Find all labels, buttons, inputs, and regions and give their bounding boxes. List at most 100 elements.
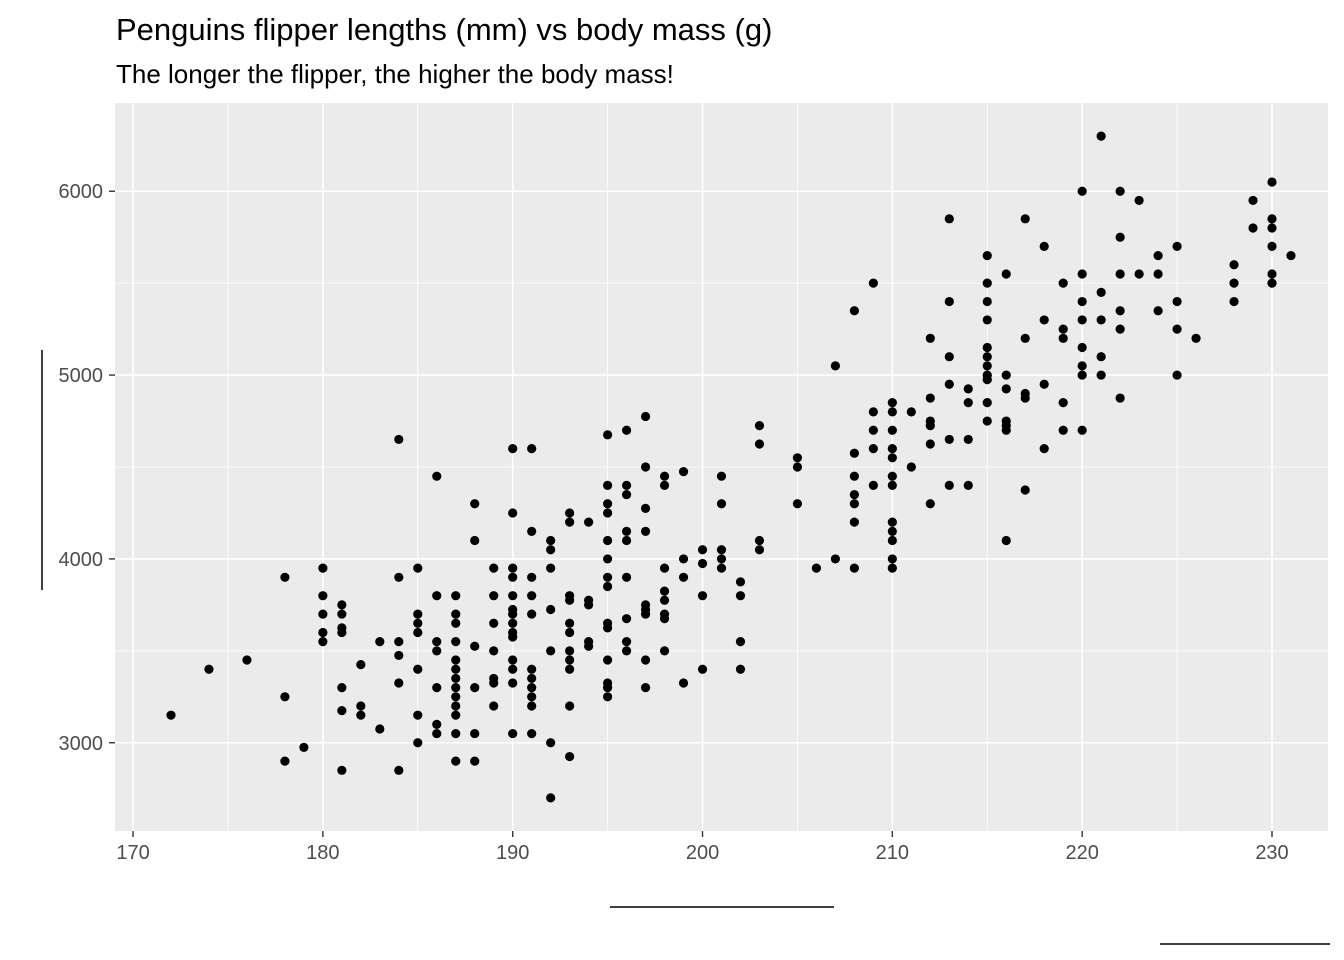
data-point bbox=[925, 439, 935, 449]
data-point bbox=[1020, 214, 1030, 224]
x-tick-label: 180 bbox=[306, 842, 339, 864]
data-point bbox=[963, 384, 973, 394]
data-point bbox=[640, 503, 651, 513]
data-point bbox=[508, 609, 518, 619]
data-point bbox=[640, 526, 651, 536]
data-point bbox=[1096, 370, 1106, 380]
data-point bbox=[640, 411, 651, 422]
data-point bbox=[508, 508, 518, 518]
data-point bbox=[603, 554, 613, 564]
data-point bbox=[337, 683, 347, 693]
data-point bbox=[621, 526, 632, 536]
data-point bbox=[489, 563, 499, 573]
data-point bbox=[489, 678, 499, 688]
data-point bbox=[1039, 444, 1049, 454]
data-point bbox=[375, 637, 385, 647]
data-point bbox=[887, 554, 897, 564]
data-point bbox=[868, 407, 878, 417]
data-point bbox=[887, 471, 897, 481]
data-point bbox=[508, 664, 518, 674]
data-point bbox=[1115, 186, 1125, 196]
data-point bbox=[1058, 333, 1068, 343]
data-point bbox=[508, 591, 518, 601]
data-point bbox=[982, 416, 992, 426]
data-point bbox=[280, 756, 290, 766]
data-point bbox=[1267, 269, 1277, 279]
data-point bbox=[925, 499, 935, 509]
data-point bbox=[489, 591, 499, 601]
data-point bbox=[470, 683, 480, 693]
data-points bbox=[166, 131, 1296, 803]
data-point bbox=[280, 692, 290, 702]
data-point bbox=[678, 466, 689, 477]
data-point bbox=[565, 646, 575, 656]
data-point bbox=[1077, 342, 1087, 353]
data-point bbox=[451, 591, 461, 601]
data-point bbox=[1134, 269, 1144, 279]
data-point bbox=[716, 499, 727, 509]
data-point bbox=[413, 609, 423, 619]
data-point bbox=[432, 471, 442, 481]
data-point bbox=[527, 572, 537, 582]
data-point bbox=[849, 517, 859, 527]
data-point bbox=[944, 352, 954, 362]
data-point bbox=[337, 705, 347, 716]
data-point bbox=[1020, 393, 1030, 403]
data-point bbox=[887, 453, 897, 463]
data-point bbox=[887, 563, 897, 573]
data-point bbox=[470, 535, 480, 546]
data-point bbox=[659, 595, 670, 605]
data-point bbox=[925, 421, 935, 431]
data-point bbox=[716, 545, 727, 555]
data-point bbox=[242, 655, 252, 665]
data-point bbox=[1172, 370, 1182, 380]
data-point bbox=[982, 250, 992, 261]
data-point bbox=[584, 517, 594, 527]
data-point bbox=[413, 618, 423, 628]
data-point bbox=[811, 563, 822, 573]
data-point bbox=[508, 618, 518, 628]
data-point bbox=[432, 646, 442, 656]
data-point bbox=[621, 535, 632, 546]
data-point bbox=[451, 618, 461, 628]
data-point bbox=[603, 655, 613, 665]
data-point bbox=[868, 480, 878, 490]
data-point bbox=[603, 623, 613, 633]
data-point bbox=[508, 632, 518, 642]
data-point bbox=[470, 756, 480, 766]
data-point bbox=[527, 701, 537, 711]
data-point bbox=[565, 655, 575, 665]
data-point bbox=[394, 650, 404, 661]
data-point bbox=[432, 719, 442, 729]
data-point bbox=[1134, 195, 1144, 206]
data-point bbox=[508, 655, 518, 665]
data-point bbox=[603, 508, 613, 518]
data-point bbox=[868, 278, 878, 288]
data-point bbox=[640, 462, 651, 472]
data-point bbox=[451, 664, 461, 674]
data-point bbox=[982, 375, 992, 385]
data-point bbox=[1153, 269, 1163, 279]
data-point bbox=[1172, 241, 1182, 251]
data-point bbox=[887, 526, 897, 536]
data-point bbox=[318, 563, 328, 573]
data-point bbox=[1058, 398, 1068, 408]
data-point bbox=[944, 296, 954, 307]
data-point bbox=[621, 480, 632, 490]
data-point bbox=[584, 641, 594, 651]
data-point bbox=[337, 627, 347, 638]
data-point bbox=[413, 664, 423, 674]
data-point bbox=[1229, 260, 1239, 270]
data-point bbox=[887, 517, 897, 527]
data-point bbox=[1001, 384, 1011, 394]
data-point bbox=[489, 646, 499, 656]
data-point bbox=[356, 660, 366, 670]
data-point bbox=[318, 627, 328, 638]
x-axis: 170 180 190 200 210 220 230 bbox=[116, 831, 1289, 864]
data-point bbox=[356, 710, 366, 720]
data-point bbox=[527, 664, 537, 674]
data-point bbox=[1058, 324, 1068, 334]
data-point bbox=[546, 793, 556, 803]
data-point bbox=[432, 637, 442, 647]
data-point bbox=[451, 728, 461, 739]
